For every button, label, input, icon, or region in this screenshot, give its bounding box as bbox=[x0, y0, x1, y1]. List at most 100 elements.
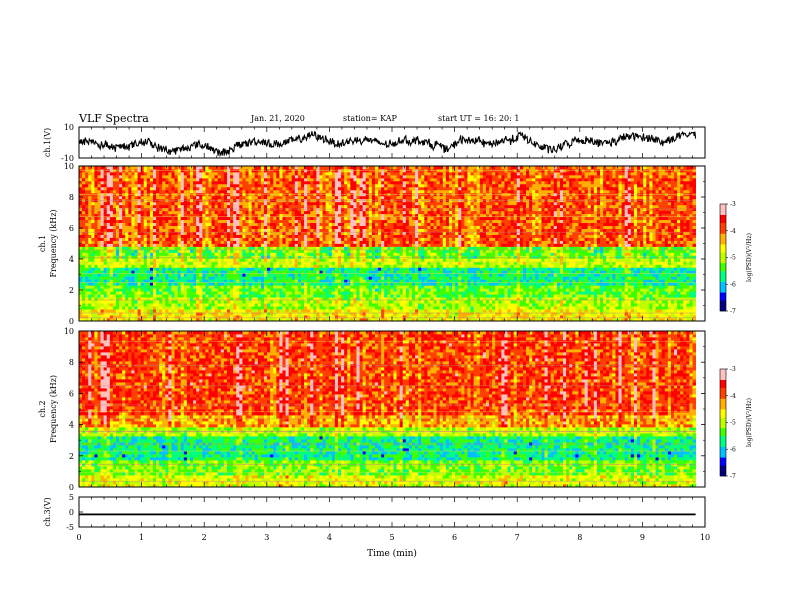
ch1-spectrogram-cell bbox=[334, 312, 339, 316]
ch1-spectrogram-cell bbox=[82, 219, 86, 224]
ch1-spectrogram-cell bbox=[180, 249, 185, 253]
ch1-spectrogram-cell bbox=[112, 231, 117, 235]
ch1-spectrogram-cell bbox=[248, 210, 253, 215]
ch1-spectrogram-cell bbox=[217, 204, 222, 209]
ch1-spectrogram-cell bbox=[331, 237, 336, 241]
ch1-spectrogram-cell bbox=[304, 294, 308, 298]
ch1-spectrogram-cell bbox=[112, 171, 117, 176]
ch1-spectrogram-cell bbox=[319, 243, 323, 247]
ch1-spectrogram-cell bbox=[171, 222, 175, 227]
ch1-spectrogram-cell bbox=[140, 207, 145, 212]
ch1-spectrogram-cell bbox=[171, 282, 175, 286]
ch1-spectrogram-cell bbox=[356, 243, 360, 247]
ch1-spectrogram-cell bbox=[85, 234, 89, 238]
ch1-spectrogram-cell bbox=[245, 243, 249, 247]
ch1-spectrogram-cell bbox=[217, 249, 222, 253]
ch1-spectrogram-cell bbox=[85, 237, 89, 241]
ch1-spectrogram-cell bbox=[347, 279, 351, 283]
ch1-spectrogram-cell bbox=[152, 177, 157, 182]
ch1-spectrogram-cell bbox=[196, 270, 200, 274]
ch1-spectrogram-cell bbox=[223, 228, 228, 232]
ch1-spectrogram-cell bbox=[248, 216, 253, 221]
ch1-spectrogram-cell bbox=[125, 255, 129, 259]
ch1-spectrogram-cell bbox=[140, 294, 145, 298]
ch1-spectrogram-cell bbox=[260, 207, 265, 212]
ch1-spectrogram-cell bbox=[146, 180, 151, 185]
ch1-spectrogram-cell bbox=[174, 303, 179, 307]
ch1-spectrogram-cell bbox=[245, 240, 249, 244]
ch1-spectrogram-cell bbox=[260, 297, 265, 301]
ch1-spectrogram-cell bbox=[263, 297, 268, 301]
ch1-spectrogram-cell bbox=[233, 174, 237, 179]
ch1-spectrogram-cell bbox=[270, 249, 274, 253]
ch1-spectrogram-cell bbox=[125, 237, 129, 241]
ch1-spectrogram-cell bbox=[356, 303, 360, 307]
ch1-spectrogram-cell bbox=[304, 276, 308, 280]
ch1-spectrogram-cell bbox=[116, 261, 120, 265]
ch1-spectrogram-cell bbox=[131, 291, 135, 295]
ch1-spectrogram-cell bbox=[109, 243, 114, 247]
ch1-spectrogram-cell bbox=[91, 213, 95, 218]
ch1-spectrogram-cell bbox=[285, 240, 290, 244]
ch1-spectrogram-cell bbox=[270, 183, 274, 188]
ch1-spectrogram-cell bbox=[199, 240, 203, 244]
ch1-spectrogram-cell bbox=[119, 249, 123, 253]
ch1-spectrogram-cell bbox=[307, 166, 311, 170]
ch1-spectrogram-cell bbox=[359, 291, 364, 295]
ch1-spectrogram-cell bbox=[100, 222, 105, 227]
ch1-spectrogram-cell bbox=[347, 309, 351, 313]
ch1-spectrogram-cell bbox=[233, 261, 237, 265]
ch1-spectrogram-cell bbox=[137, 249, 142, 253]
ch1-spectrogram-cell bbox=[319, 303, 323, 307]
ch1-spectrogram-cell bbox=[325, 288, 330, 292]
ch1-spectrogram-cell bbox=[276, 315, 280, 319]
ch1-spectrogram-cell bbox=[279, 255, 283, 259]
ch1-spectrogram-cell bbox=[152, 228, 157, 232]
ch1-spectrogram-cell bbox=[88, 237, 92, 241]
ch1-spectrogram-cell bbox=[273, 216, 277, 221]
ch1-spectrogram-cell bbox=[300, 201, 305, 206]
ch1-spectrogram-cell bbox=[211, 207, 216, 212]
ch1-spectrogram-cell bbox=[119, 177, 123, 182]
ch1-spectrogram-cell bbox=[79, 282, 83, 286]
ch1-spectrogram-cell bbox=[230, 249, 234, 253]
ch1-spectrogram-cell bbox=[106, 183, 111, 188]
ch1-spectrogram-cell bbox=[279, 288, 283, 292]
ch1-spectrogram-cell bbox=[199, 216, 203, 221]
ch1-spectrogram-cell bbox=[177, 231, 182, 235]
ch1-spectrogram-cell bbox=[325, 252, 330, 256]
ch1-spectrogram-cell bbox=[276, 234, 280, 238]
ch1-spectrogram-cell bbox=[162, 177, 166, 182]
ch1-spectrogram-cell bbox=[356, 204, 360, 209]
ch1-spectrogram-cell bbox=[251, 171, 256, 176]
ch1-spectrogram-cell bbox=[205, 219, 209, 224]
ch1-spectrogram-cell bbox=[122, 225, 126, 229]
ch1-spectrogram-cell bbox=[165, 222, 169, 227]
ch1-spectrogram-cell bbox=[134, 294, 138, 298]
ch1-spectrogram-cell bbox=[149, 186, 154, 191]
ch1-spectrogram-cell bbox=[254, 294, 259, 298]
ch1-spectrogram-cell bbox=[371, 210, 376, 215]
ch1-spectrogram-cell bbox=[162, 246, 166, 250]
ch1-spectrogram-cell bbox=[177, 189, 182, 194]
ch1-spectrogram-cell bbox=[199, 225, 203, 229]
ch1-spectrogram-cell bbox=[156, 249, 160, 253]
ch1-spectrogram-cell bbox=[257, 288, 262, 292]
ch1-spectrogram-cell bbox=[368, 276, 373, 280]
ch1-spectrogram-cell bbox=[297, 225, 302, 229]
ch1-spectrogram-cell bbox=[291, 243, 296, 247]
ch1-spectrogram-cell bbox=[159, 166, 163, 170]
ch1-spectrogram-cell bbox=[245, 312, 249, 316]
ch1-spectrogram-cell bbox=[82, 189, 86, 194]
ch1-spectrogram-cell bbox=[325, 294, 330, 298]
ch1-spectrogram-cell bbox=[100, 315, 105, 319]
ch1-spectrogram-cell bbox=[79, 258, 83, 262]
ch1-spectrogram-cell bbox=[205, 258, 209, 262]
ch1-spectrogram-cell bbox=[248, 306, 253, 310]
ch1-spectrogram-cell bbox=[162, 306, 166, 310]
ch1-spectrogram-cell bbox=[152, 258, 157, 262]
ch1-spectrogram-cell bbox=[347, 246, 351, 250]
ch1-spectrogram-cell bbox=[350, 297, 354, 301]
ch1-spectrogram-cell bbox=[152, 261, 157, 265]
ch1-spectrogram-cell bbox=[159, 252, 163, 256]
